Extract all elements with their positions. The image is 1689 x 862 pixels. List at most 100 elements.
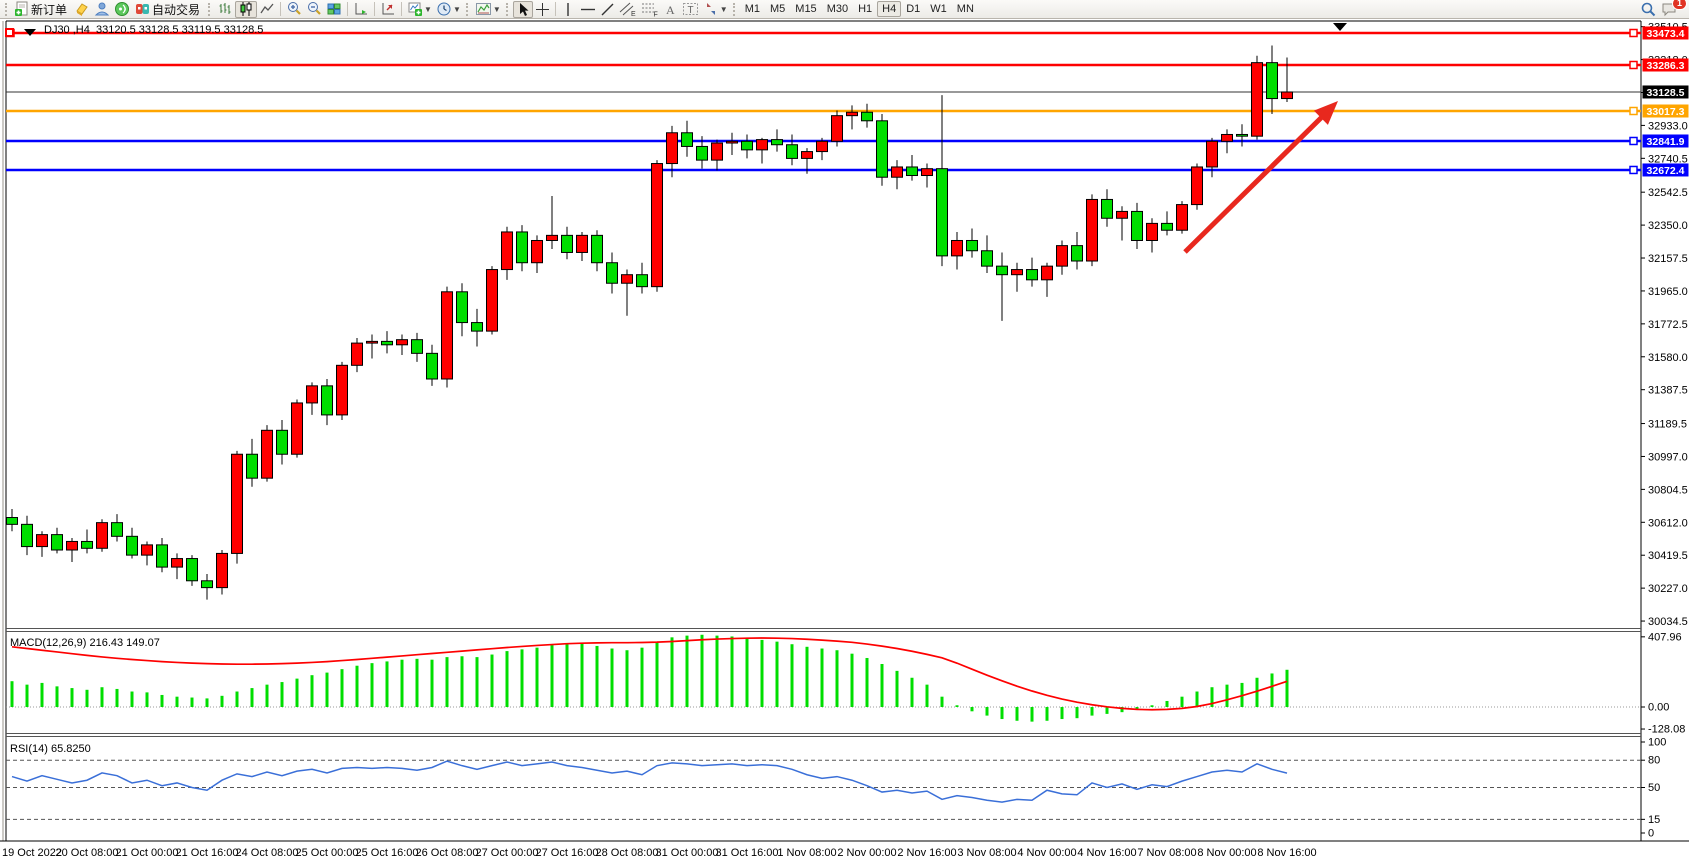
candle-down [936, 168, 948, 257]
macd-histogram-bar [535, 647, 539, 707]
community-button[interactable] [92, 1, 112, 18]
candle-up [531, 239, 543, 264]
arrows-button[interactable]: ▼ [701, 1, 730, 18]
annotations[interactable] [5, 23, 1347, 254]
rsi-tick-label: 80 [1648, 755, 1660, 767]
candle-up [1176, 204, 1188, 231]
candle-down [966, 239, 978, 252]
candle-down [111, 522, 123, 537]
price-tick-label: 31387.5 [1648, 385, 1688, 397]
timeframe-button-M5[interactable]: M5 [770, 3, 786, 15]
crosshair-button[interactable] [533, 1, 552, 18]
notifications-button[interactable]: 1 [1659, 0, 1687, 18]
candle-down [1131, 210, 1143, 241]
horizontal-line-button[interactable] [578, 1, 598, 18]
timeframe-button-D1[interactable]: D1 [906, 3, 921, 15]
autotrading-button[interactable]: 自动交易 [132, 1, 205, 18]
mql5-market-icon [76, 3, 88, 16]
candle-up [141, 544, 153, 556]
candle-up [1011, 269, 1023, 276]
macd-histogram-bar [280, 682, 284, 707]
signals-button[interactable] [112, 1, 132, 18]
macd-histogram-bar [205, 698, 209, 707]
timeframe-button-H4[interactable]: H4 [877, 1, 902, 17]
macd-histogram-bar [685, 635, 689, 707]
chart-shift-button[interactable] [378, 1, 398, 18]
new-order-button[interactable]: 新订单 [12, 1, 72, 18]
time-tick-label: 2 Nov 00:00 [837, 847, 896, 859]
toolbar-drag-handle [5, 2, 8, 16]
horizontal-line-icon [580, 8, 595, 10]
community-user-icon [94, 2, 110, 16]
new-order-icon [15, 1, 28, 16]
timeframe-button-W1[interactable]: W1 [930, 3, 947, 15]
candle-up [891, 166, 903, 178]
zoom-in-button[interactable] [284, 1, 304, 18]
toolbar-separator [554, 2, 556, 16]
timeframe-button-M1[interactable]: M1 [744, 3, 760, 15]
zoom-out-button[interactable] [304, 1, 324, 18]
macd-histogram-bar [550, 645, 554, 707]
equidistant-channel-button[interactable]: E [617, 1, 639, 18]
candle-up [651, 163, 663, 288]
rsi-tick-label: 0 [1648, 828, 1654, 840]
macd-histogram-bar [940, 696, 944, 707]
line-chart-type-button[interactable] [257, 1, 277, 18]
horizontal-line-33473.4[interactable] [6, 28, 1641, 38]
time-tick-label: 24 Oct 08:00 [236, 847, 299, 859]
candle-down [471, 322, 483, 332]
candle-up [1206, 140, 1218, 168]
macd-histogram-bar [1285, 669, 1289, 707]
candlestick-type-button[interactable] [235, 0, 258, 18]
tile-windows-button[interactable] [324, 1, 344, 18]
candle-up [501, 231, 513, 271]
text-label-button[interactable]: T [680, 1, 701, 18]
svg-text:F: F [653, 12, 657, 18]
new-chart-button[interactable]: ▼ [405, 1, 434, 18]
candle-down [636, 274, 648, 288]
time-tick-label: 20 Oct 08:00 [56, 847, 119, 859]
profiles-button[interactable]: ▼ [434, 1, 463, 18]
mql5-market-button[interactable] [72, 1, 92, 18]
horizontal-line-33017.3[interactable] [6, 106, 1641, 116]
chart-canvas[interactable]: 33510.533318.033125.532933.032740.532542… [0, 19, 1689, 862]
candle-up [1116, 210, 1128, 219]
indicators-button[interactable]: ▼ [473, 1, 503, 18]
trendline-button[interactable] [598, 1, 617, 18]
candle-up [306, 385, 318, 404]
fibonacci-icon: F [641, 3, 658, 18]
candle-up [846, 111, 858, 117]
cursor-button[interactable] [512, 0, 533, 18]
search-button[interactable] [1638, 1, 1659, 18]
timeframe-button-M30[interactable]: M30 [826, 3, 849, 15]
search-icon [1641, 2, 1656, 16]
candle-up [1191, 166, 1203, 206]
zoom-in-icon [288, 2, 301, 15]
macd-histogram-bar [850, 653, 854, 707]
candle-down [381, 340, 393, 346]
macd-histogram-bar [745, 638, 749, 707]
horizontal-line-32672.4[interactable] [6, 165, 1641, 175]
toolbar-separator [280, 2, 282, 16]
text-button[interactable]: A [661, 1, 680, 18]
vertical-line-button[interactable] [559, 1, 578, 18]
price-tick-label: 32157.5 [1648, 253, 1688, 265]
candle-up [1056, 245, 1068, 267]
time-tick-label: 2 Nov 16:00 [897, 847, 956, 859]
timeframe-button-MN[interactable]: MN [956, 3, 974, 15]
candle-up [366, 340, 378, 344]
bar-chart-type-button[interactable] [215, 1, 235, 18]
candle-down [591, 234, 603, 264]
indicator-level-lines [6, 706, 1641, 820]
price-label-box [1642, 104, 1689, 118]
macd-histogram-bar [175, 696, 179, 707]
auto-scroll-button[interactable] [351, 1, 371, 18]
candle-down [426, 352, 438, 380]
timeframe-button-H1[interactable]: H1 [858, 3, 873, 15]
macd-histogram-bar [55, 686, 59, 707]
horizontal-line-33286.3[interactable] [6, 60, 1641, 70]
timeframe-button-M15[interactable]: M15 [795, 3, 817, 15]
fibonacci-button[interactable]: F [639, 1, 661, 18]
macd-histogram-bar [1000, 707, 1004, 720]
rsi-tick-label: 100 [1648, 737, 1666, 749]
